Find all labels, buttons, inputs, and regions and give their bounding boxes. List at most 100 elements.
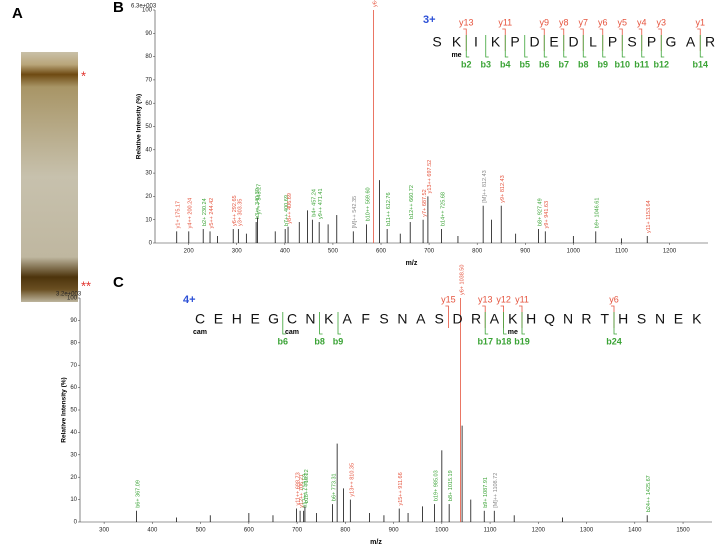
residue: H: [232, 311, 242, 327]
y-tick-label: 80: [70, 340, 77, 346]
residue: E: [549, 34, 558, 50]
residue: E: [251, 311, 260, 327]
b-ion-bracket: [613, 312, 617, 335]
residue: K: [508, 311, 518, 327]
residue: I: [474, 34, 478, 50]
residue: S: [379, 311, 388, 327]
y-tick-label: 20: [70, 475, 77, 481]
x-tick-label: 300: [232, 249, 243, 255]
residue: G: [666, 34, 677, 50]
x-tick-label: 700: [292, 528, 303, 534]
y-ion: y8: [559, 17, 569, 27]
residue: N: [305, 311, 315, 327]
peak-label: b6+ 367.09: [135, 480, 141, 508]
residue: A: [343, 311, 353, 327]
peak-label: b9+ 1087.91: [483, 477, 489, 508]
x-tick-label: 900: [389, 528, 400, 534]
residue: R: [705, 34, 715, 50]
residue: S: [432, 34, 441, 50]
y-tick-label: 10: [145, 217, 152, 223]
y-ion-bracket: [482, 305, 486, 328]
y-ion: y11: [515, 294, 529, 304]
b-ion-bracket: [337, 312, 341, 335]
b-ion-bracket: [641, 35, 645, 58]
y-ion: y13: [478, 294, 493, 304]
y-ion-bracket: [599, 28, 604, 51]
peak-label: b6+ 773.31: [331, 473, 337, 501]
residue: C: [287, 311, 297, 327]
peak-label: b8+ 927.49: [537, 198, 543, 226]
residue: E: [214, 311, 223, 327]
x-tick-label: 200: [184, 249, 195, 255]
peak-label: y13++ 697.52: [427, 160, 433, 194]
y-tick-label: 20: [145, 194, 152, 200]
residue: S: [435, 311, 444, 327]
b-ion: b6: [278, 336, 289, 346]
b-ion-bracket: [319, 312, 323, 335]
peak-label: b3++ 340.30: [255, 188, 261, 219]
y-tick-label: 60: [145, 101, 152, 107]
y-ion-bracket: [502, 28, 506, 51]
b-ion-bracket: [465, 35, 470, 58]
b-ion: b8: [578, 59, 589, 69]
y-axis-label: Relative Intensity (%): [136, 94, 143, 159]
band-mark: **: [81, 278, 91, 293]
x-tick-label: 1100: [615, 249, 629, 255]
y-tick-label: 40: [70, 430, 77, 436]
peak-label: y6+ 584.29: [372, 0, 378, 7]
peak-label: b11++ 612.76: [386, 192, 392, 226]
intensity-scale: 6.3e+003: [131, 4, 157, 10]
x-tick-label: 1400: [628, 528, 642, 534]
y-ion: y4: [637, 17, 647, 27]
peak-label: y13++ 810.35: [349, 463, 355, 497]
y-ion-bracket: [580, 28, 584, 51]
y-ion: y6: [598, 17, 608, 27]
residue: L: [589, 34, 597, 50]
y-ion-bracket: [619, 28, 623, 51]
residue: D: [453, 311, 463, 327]
residue: D: [529, 34, 539, 50]
b-ion: b4: [500, 59, 511, 69]
b-ion-bracket: [504, 35, 509, 58]
b-ion: b10: [614, 59, 630, 69]
peak-label: y3+ 303.35: [237, 199, 243, 226]
x-tick-label: 700: [424, 249, 435, 255]
y-ion: y12: [496, 294, 511, 304]
residue: H: [526, 311, 536, 327]
residue: N: [563, 311, 573, 327]
peak-label: b4+ 457.24: [311, 189, 317, 217]
residue: N: [655, 311, 665, 327]
y-ion: y7: [578, 17, 588, 27]
charge-state: 4+: [183, 294, 196, 306]
residue: K: [324, 311, 334, 327]
peak-label: y11++ 698.73: [295, 472, 301, 505]
y-tick-label: 10: [70, 497, 77, 503]
y-ion-bracket: [611, 305, 615, 328]
y-tick-label: 100: [67, 296, 78, 302]
peak-label: b12++ 660.72: [409, 185, 415, 219]
b-ion-bracket: [660, 35, 665, 58]
x-tick-label: 800: [472, 249, 483, 255]
peak-label: y4++ 200.24: [188, 198, 194, 229]
residue: A: [490, 311, 500, 327]
y-ion-bracket: [541, 28, 545, 51]
panel-label: B: [113, 0, 124, 16]
y-ion-bracket: [445, 305, 449, 328]
x-tick-label: 1000: [567, 249, 581, 255]
peak-label: y6+ 1038.50: [459, 265, 465, 295]
b-ion-bracket: [621, 35, 626, 58]
y-tick-label: 60: [70, 385, 77, 391]
peak-label: [M]++ 812.43: [482, 170, 488, 202]
modification: me: [451, 52, 461, 59]
b-ion: b5: [519, 59, 530, 69]
y-tick-label: 40: [145, 147, 152, 153]
b-ion: b17: [477, 336, 493, 346]
peak-label: y7++ 343.27: [257, 184, 263, 215]
y-ion-bracket: [697, 28, 701, 51]
x-tick-label: 400: [280, 249, 291, 255]
residue: Q: [544, 311, 555, 327]
residue: S: [627, 34, 636, 50]
x-tick-label: 600: [376, 249, 387, 255]
y-tick-label: 30: [70, 452, 77, 458]
peak-label: b24++ 1425.67: [646, 475, 652, 512]
